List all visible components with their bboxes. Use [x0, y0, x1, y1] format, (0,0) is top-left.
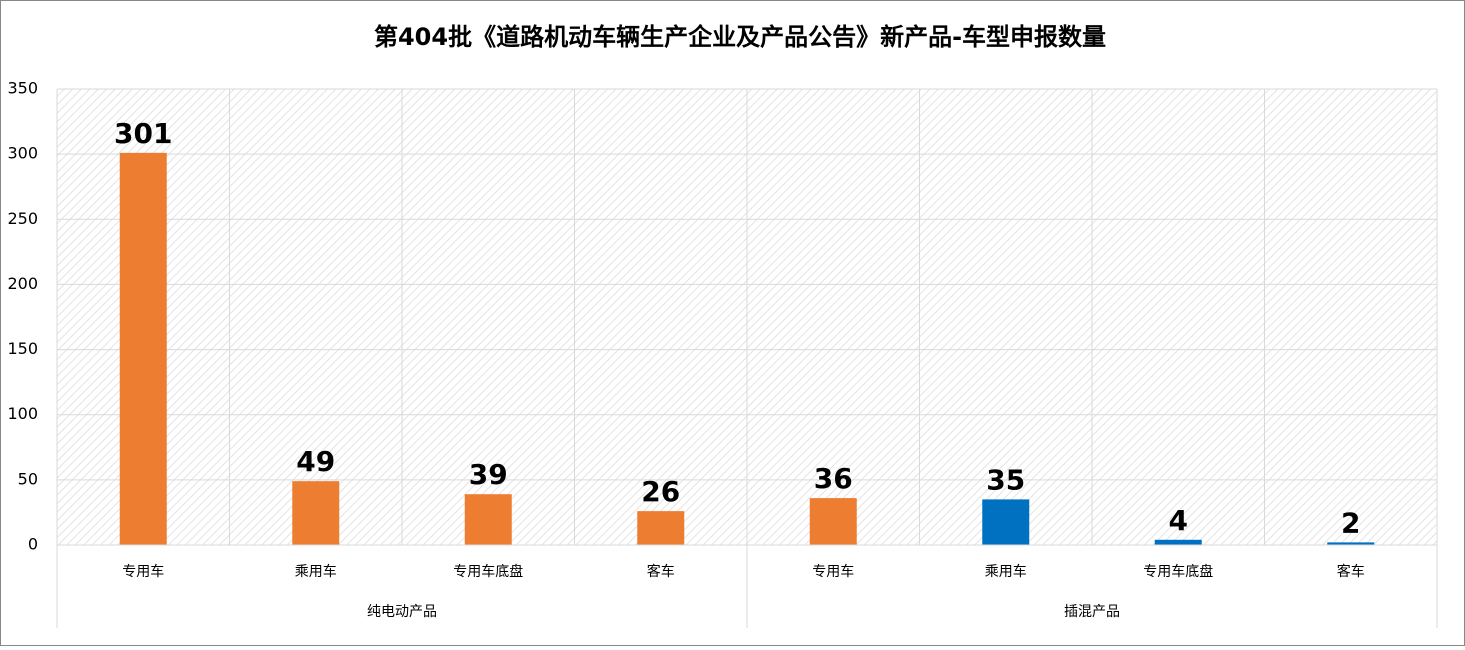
y-tick-label: 150: [7, 339, 38, 358]
data-label: 35: [986, 463, 1025, 496]
group-label: 纯电动产品: [367, 604, 437, 620]
y-tick-label: 250: [7, 209, 38, 228]
data-label: 36: [814, 462, 853, 495]
bar: [1154, 539, 1202, 545]
bar: [292, 481, 340, 545]
y-tick-label: 0: [28, 535, 38, 554]
y-tick-label: 350: [7, 79, 38, 98]
y-tick-label: 300: [7, 144, 38, 163]
x-tick-label: 乘用车: [295, 563, 337, 580]
y-tick-label: 200: [7, 274, 38, 293]
bar: [1327, 542, 1375, 545]
x-tick-label: 专用车: [122, 563, 164, 580]
x-tick-label: 专用车底盘: [1143, 563, 1213, 580]
data-label: 39: [469, 458, 508, 491]
chart-title: 第404批《道路机动车辆生产企业及产品公告》新产品-车型申报数量: [374, 23, 1106, 51]
x-tick-label: 乘用车: [985, 563, 1027, 580]
bar: [119, 152, 167, 545]
y-tick-label: 100: [7, 404, 38, 423]
bar: [464, 494, 512, 545]
bar: [982, 499, 1030, 545]
data-label: 4: [1169, 504, 1188, 537]
x-tick-label: 专用车: [812, 563, 854, 580]
bar: [637, 511, 685, 545]
data-label: 2: [1341, 506, 1360, 539]
group-label: 插混产品: [1064, 604, 1120, 620]
data-label: 49: [296, 445, 335, 478]
x-tick-label: 专用车底盘: [453, 563, 523, 580]
x-tick-label: 客车: [1337, 563, 1365, 580]
data-label: 301: [114, 117, 172, 150]
bar: [809, 498, 857, 545]
y-tick-label: 50: [18, 469, 38, 488]
x-tick-label: 客车: [647, 563, 675, 580]
data-label: 26: [641, 475, 680, 508]
